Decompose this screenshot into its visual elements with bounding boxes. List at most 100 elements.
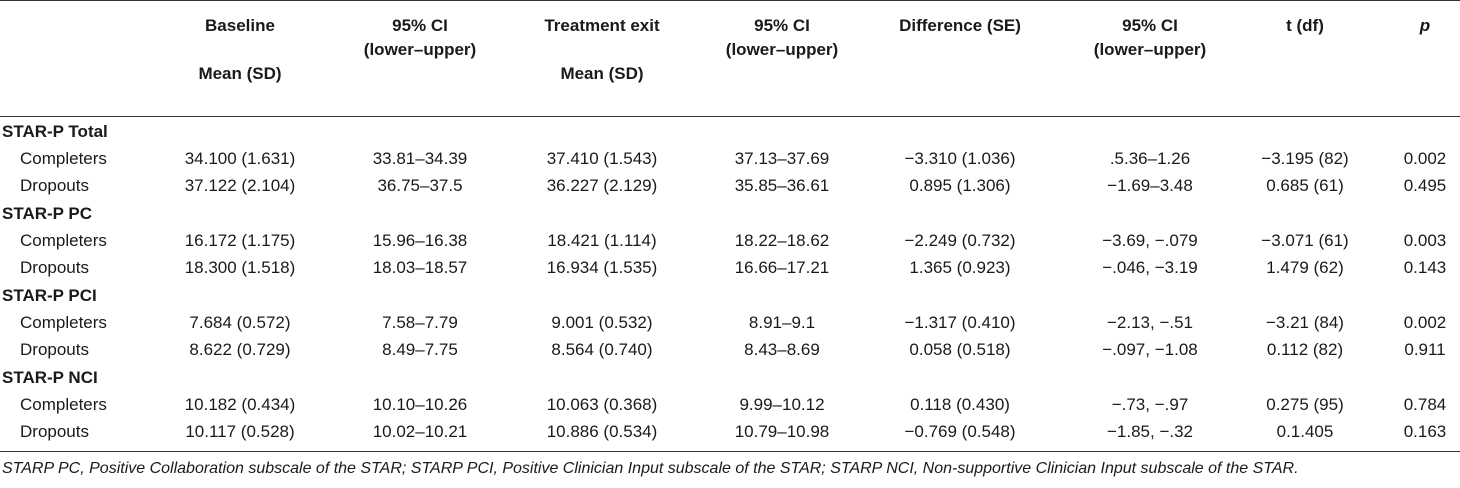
cell-t-df: 0.275 (95) xyxy=(1266,395,1344,414)
cell-ci-difference: −2.13, −.51 xyxy=(1106,313,1194,332)
header-t-df: t (df) xyxy=(1245,14,1365,38)
header-treatment-exit: Treatment exit Mean (SD) xyxy=(512,14,692,86)
cell-ci-baseline: 15.96–16.38 xyxy=(372,231,468,250)
cell-p: 0.002 xyxy=(1403,149,1447,168)
header-ci-exit-line1: 95% CI xyxy=(754,16,810,35)
cell-ci-baseline: 10.02–10.21 xyxy=(372,422,468,441)
cell-difference: −0.769 (0.548) xyxy=(904,422,1016,441)
cell-t-df: 0.112 (82) xyxy=(1266,340,1344,359)
row-label: Completers xyxy=(20,231,107,250)
cell-difference: −3.310 (1.036) xyxy=(904,149,1016,168)
cell-ci-baseline: 7.58–7.79 xyxy=(382,313,458,332)
cell-p: 0.143 xyxy=(1403,258,1447,277)
cell-baseline: 34.100 (1.631) xyxy=(184,149,296,168)
cell-ci-difference: −.097, −1.08 xyxy=(1102,340,1198,359)
cell-ci-baseline: 10.10–10.26 xyxy=(372,395,468,414)
cell-ci-baseline: 8.49–7.75 xyxy=(382,340,458,359)
cell-ci-difference: .5.36–1.26 xyxy=(1109,149,1191,168)
header-ci-baseline-line1: 95% CI xyxy=(392,16,448,35)
table-header-rule xyxy=(0,116,1460,117)
cell-treatment-exit: 18.421 (1.114) xyxy=(547,231,657,250)
cell-treatment-exit: 36.227 (2.129) xyxy=(546,176,658,195)
table-footnote: STARP PC, Positive Collaboration subscal… xyxy=(2,460,1299,477)
group-title-pc: STAR-P PC xyxy=(2,204,93,223)
header-treatment-exit-line1: Treatment exit xyxy=(544,16,660,35)
header-ci-difference-line1: 95% CI xyxy=(1122,16,1178,35)
cell-p: 0.911 xyxy=(1404,340,1446,359)
cell-ci-difference: −1.69–3.48 xyxy=(1107,176,1193,195)
cell-t-df: 1.479 (62) xyxy=(1266,258,1344,277)
cell-ci-baseline: 33.81–34.39 xyxy=(372,149,468,168)
cell-ci-baseline: 36.75–37.5 xyxy=(377,176,463,195)
header-t-df-line1: t (df) xyxy=(1286,16,1324,35)
cell-difference: 0.895 (1.306) xyxy=(909,176,1011,195)
cell-baseline: 37.122 (2.104) xyxy=(184,176,296,195)
cell-difference: 0.058 (0.518) xyxy=(909,340,1011,359)
cell-ci-exit: 10.79–10.98 xyxy=(734,422,830,441)
cell-ci-exit: 16.66–17.21 xyxy=(734,258,830,277)
header-baseline: Baseline Mean (SD) xyxy=(160,14,320,86)
cell-baseline: 18.300 (1.518) xyxy=(184,258,296,277)
group-title-pci: STAR-P PCI xyxy=(2,286,97,305)
cell-p: 0.163 xyxy=(1403,422,1447,441)
row-label: Completers xyxy=(20,149,107,168)
cell-ci-difference: −.046, −3.19 xyxy=(1102,258,1198,277)
cell-treatment-exit: 10.063 (0.368) xyxy=(546,395,658,414)
cell-ci-exit: 8.91–9.1 xyxy=(748,313,816,332)
header-ci-exit-line2: (lower–upper) xyxy=(725,40,839,59)
cell-ci-exit: 8.43–8.69 xyxy=(744,340,820,359)
cell-t-df: 0.685 (61) xyxy=(1266,176,1344,195)
cell-p: 0.495 xyxy=(1403,176,1447,195)
cell-ci-difference: −3.69, −.079 xyxy=(1102,231,1198,250)
row-label: Dropouts xyxy=(20,422,89,441)
row-label: Dropouts xyxy=(20,176,89,195)
cell-difference: 1.365 (0.923) xyxy=(909,258,1011,277)
table-top-rule xyxy=(0,0,1460,1)
cell-ci-exit: 18.22–18.62 xyxy=(734,231,830,250)
cell-ci-exit: 37.13–37.69 xyxy=(734,149,830,168)
cell-baseline: 10.117 (0.528) xyxy=(185,422,295,441)
header-ci-difference-line2: (lower–upper) xyxy=(1093,40,1207,59)
header-baseline-line1: Baseline xyxy=(205,16,275,35)
cell-treatment-exit: 9.001 (0.532) xyxy=(551,313,653,332)
table-bottom-rule xyxy=(0,451,1460,452)
cell-ci-difference: −.73, −.97 xyxy=(1111,395,1189,414)
row-label: Completers xyxy=(20,313,107,332)
group-title-total: STAR-P Total xyxy=(2,122,108,141)
cell-baseline: 10.182 (0.434) xyxy=(184,395,296,414)
header-difference: Difference (SE) xyxy=(870,14,1050,38)
cell-t-df: −3.195 (82) xyxy=(1261,149,1349,168)
cell-baseline: 7.684 (0.572) xyxy=(189,313,291,332)
header-ci-baseline-line2: (lower–upper) xyxy=(363,40,477,59)
cell-t-df: 0.1.405 xyxy=(1276,422,1334,441)
cell-ci-exit: 35.85–36.61 xyxy=(734,176,830,195)
cell-treatment-exit: 37.410 (1.543) xyxy=(546,149,658,168)
cell-treatment-exit: 16.934 (1.535) xyxy=(546,258,658,277)
cell-t-df: −3.21 (84) xyxy=(1266,313,1344,332)
cell-p: 0.003 xyxy=(1403,231,1447,250)
cell-difference: −2.249 (0.732) xyxy=(904,231,1016,250)
cell-ci-baseline: 18.03–18.57 xyxy=(372,258,468,277)
header-ci-exit: 95% CI (lower–upper) xyxy=(702,14,862,62)
cell-treatment-exit: 8.564 (0.740) xyxy=(551,340,653,359)
header-ci-difference: 95% CI (lower–upper) xyxy=(1070,14,1230,62)
cell-difference: −1.317 (0.410) xyxy=(904,313,1016,332)
cell-treatment-exit: 10.886 (0.534) xyxy=(546,422,658,441)
cell-p: 0.002 xyxy=(1403,313,1447,332)
header-p: p xyxy=(1400,14,1450,38)
header-treatment-exit-line3: Mean (SD) xyxy=(560,64,644,83)
row-label: Dropouts xyxy=(20,258,89,277)
header-baseline-line3: Mean (SD) xyxy=(198,64,282,83)
cell-baseline: 8.622 (0.729) xyxy=(189,340,291,359)
header-p-line1: p xyxy=(1419,16,1431,35)
cell-t-df: −3.071 (61) xyxy=(1261,231,1349,250)
cell-baseline: 16.172 (1.175) xyxy=(184,231,296,250)
cell-ci-exit: 9.99–10.12 xyxy=(739,395,825,414)
header-difference-line1: Difference (SE) xyxy=(899,16,1021,35)
cell-difference: 0.118 (0.430) xyxy=(910,395,1010,414)
group-title-nci: STAR-P NCI xyxy=(2,368,98,387)
header-ci-baseline: 95% CI (lower–upper) xyxy=(340,14,500,62)
row-label: Dropouts xyxy=(20,340,89,359)
cell-ci-difference: −1.85, −.32 xyxy=(1106,422,1194,441)
